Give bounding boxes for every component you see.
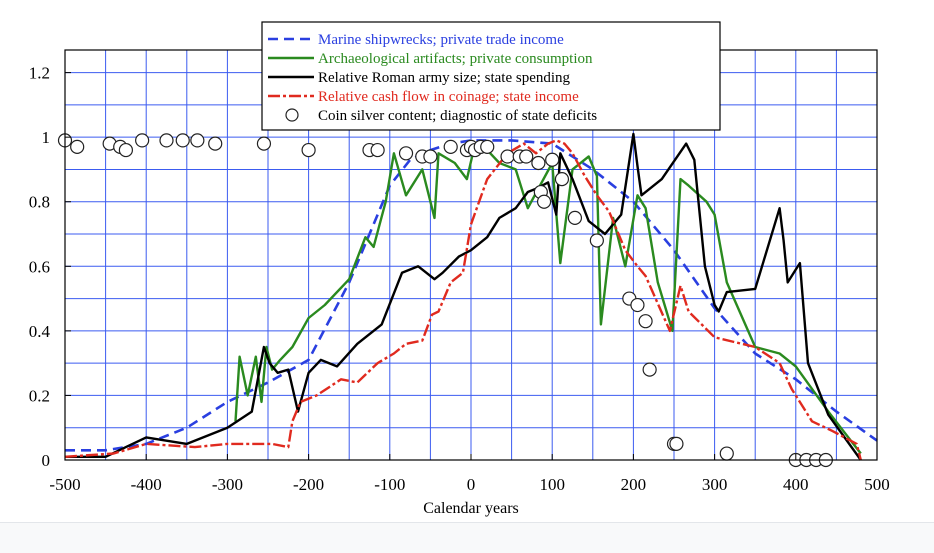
coin-silver-point — [630, 297, 645, 313]
coin-silver-point — [190, 133, 205, 148]
coin-silver-point — [256, 136, 272, 151]
axis-ticks: -500 -400 -300 -200 -100 0 100 200 300 400 500 0 0.2… — [29, 64, 890, 494]
y-tick-label: 1 — [42, 128, 51, 147]
legend-entry-label: Relative Roman army size; state spending — [318, 70, 571, 86]
coin-silver-point — [545, 152, 560, 167]
x-tick-label: 400 — [783, 475, 809, 494]
x-tick-label: -100 — [374, 475, 405, 494]
coin-silver-points — [57, 133, 833, 468]
coin-silver-point — [118, 142, 134, 158]
x-tick-label: -400 — [131, 475, 162, 494]
coin-silver-point — [70, 139, 85, 154]
y-tick-label: 0.8 — [29, 193, 50, 212]
coin-silver-point — [642, 362, 657, 377]
x-tick-label: 100 — [539, 475, 565, 494]
legend-box — [261, 21, 721, 131]
coin-silver-point — [370, 142, 385, 158]
coin-silver-point — [159, 133, 174, 148]
coin-silver-point — [208, 136, 223, 151]
chart-svg: -500 -400 -300 -200 -100 0 100 200 300 400 500 0 0.2… — [29, 21, 890, 517]
legend-entry-label: Archaeological artifacts; private consum… — [318, 51, 593, 67]
y-tick-label: 0.6 — [29, 257, 50, 276]
legend-entry-label: Coin silver content; diagnostic of state… — [318, 108, 597, 124]
legend-marker-circle — [285, 108, 299, 122]
coin-silver-point — [423, 149, 438, 164]
coin-silver-point — [589, 233, 604, 248]
coin-silver-point — [531, 155, 546, 171]
coin-silver-point — [638, 314, 653, 329]
coin-silver-point — [500, 149, 515, 164]
x-tick-label: -500 — [49, 475, 80, 494]
page-footer-strip — [0, 522, 934, 553]
coin-silver-point — [443, 139, 458, 154]
legend-entry-label: Marine shipwrecks; private trade income — [318, 32, 564, 48]
x-axis-label: Calendar years — [423, 500, 519, 517]
coin-silver-point — [519, 149, 534, 164]
y-tick-label: 1.2 — [29, 64, 50, 83]
y-tick-label: 0 — [42, 451, 51, 470]
legend: Marine shipwrecks; private trade income A… — [261, 21, 721, 131]
coin-silver-point — [175, 133, 190, 148]
x-tick-label: -300 — [212, 475, 243, 494]
legend-entry-label: Relative cash flow in coinage; state inc… — [318, 89, 579, 105]
coin-silver-point — [554, 172, 570, 187]
coin-silver-point — [301, 142, 316, 158]
coin-silver-point — [669, 436, 684, 451]
x-tick-label: 0 — [467, 475, 476, 494]
x-tick-label: 200 — [621, 475, 647, 494]
coin-silver-point — [398, 146, 414, 161]
coin-silver-point — [135, 133, 150, 148]
series-coinage-line — [64, 139, 862, 461]
x-tick-label: 500 — [864, 475, 890, 494]
coin-silver-point — [480, 139, 495, 154]
y-tick-label: 0.4 — [29, 322, 51, 341]
y-tick-label: 0.2 — [29, 386, 50, 405]
x-tick-label: 300 — [702, 475, 728, 494]
coin-silver-point — [719, 446, 734, 461]
coin-silver-point — [536, 194, 552, 209]
coin-silver-point — [567, 210, 583, 225]
x-tick-label: -200 — [293, 475, 324, 494]
